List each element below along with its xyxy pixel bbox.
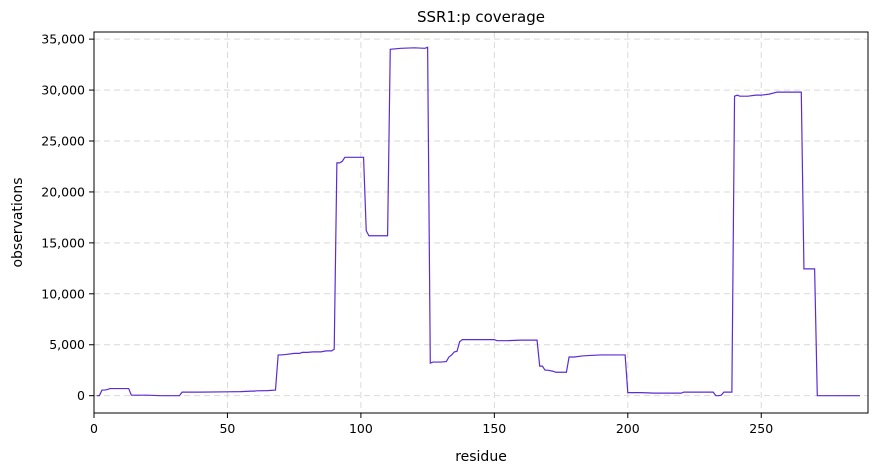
y-tick-label: 20,000 xyxy=(41,184,85,199)
x-tick-label: 200 xyxy=(616,421,640,436)
y-tick-label: 15,000 xyxy=(41,235,85,250)
x-tick-label: 150 xyxy=(482,421,506,436)
coverage-line xyxy=(96,46,860,397)
y-tick-label: 30,000 xyxy=(41,83,85,98)
series-layer xyxy=(96,46,860,397)
x-axis-label: residue xyxy=(455,449,507,465)
x-tick-label: 250 xyxy=(749,421,773,436)
tick-layer: 0 50 100 150 200 250 0 5,000 10,000 15,000 20,000 2… xyxy=(41,32,773,436)
chart-title: SSR1:p coverage xyxy=(417,8,545,26)
x-tick-label: 50 xyxy=(219,421,235,436)
x-tick-label: 0 xyxy=(90,421,98,436)
y-tick-label: 10,000 xyxy=(41,286,85,301)
plot-frame xyxy=(93,31,869,414)
y-tick-label: 5,000 xyxy=(49,337,85,352)
y-tick-label: 25,000 xyxy=(41,134,85,149)
y-tick-label: 0 xyxy=(77,388,85,403)
y-tick-label: 35,000 xyxy=(41,32,85,47)
grid-layer xyxy=(93,32,868,413)
y-axis-label: observations xyxy=(10,177,26,267)
x-tick-label: 100 xyxy=(349,421,373,436)
